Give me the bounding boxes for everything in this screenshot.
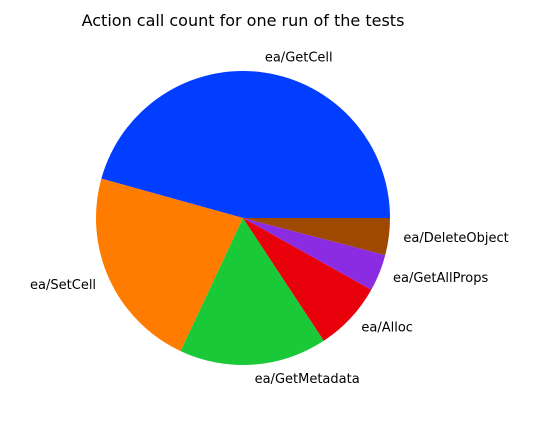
pie-slice-ea-alloc bbox=[243, 218, 372, 341]
pie-label-ea-deleteobject: ea/DeleteObject bbox=[403, 231, 508, 246]
pie-slices bbox=[96, 71, 391, 365]
pie-label-ea-alloc: ea/Alloc bbox=[361, 321, 413, 336]
pie-slice-ea-setcell bbox=[96, 178, 243, 352]
pie-slice-ea-getmetadata bbox=[180, 218, 324, 365]
pie-label-ea-getcell: ea/GetCell bbox=[265, 50, 333, 65]
pie-label-ea-getallprops: ea/GetAllProps bbox=[393, 271, 489, 286]
pie-label-ea-setcell: ea/SetCell bbox=[30, 278, 96, 293]
pie-labels: ea/GetCell ea/SetCell ea/GetMetadata ea/All… bbox=[30, 50, 509, 387]
chart-title: Action call count for one run of the tes… bbox=[82, 11, 405, 30]
pie-slice-ea-getallprops bbox=[243, 218, 386, 290]
pie-slice-ea-deleteobject bbox=[243, 218, 390, 256]
pie-slice-ea-getcell bbox=[101, 71, 391, 218]
pie-label-ea-getmetadata: ea/GetMetadata bbox=[255, 372, 360, 387]
